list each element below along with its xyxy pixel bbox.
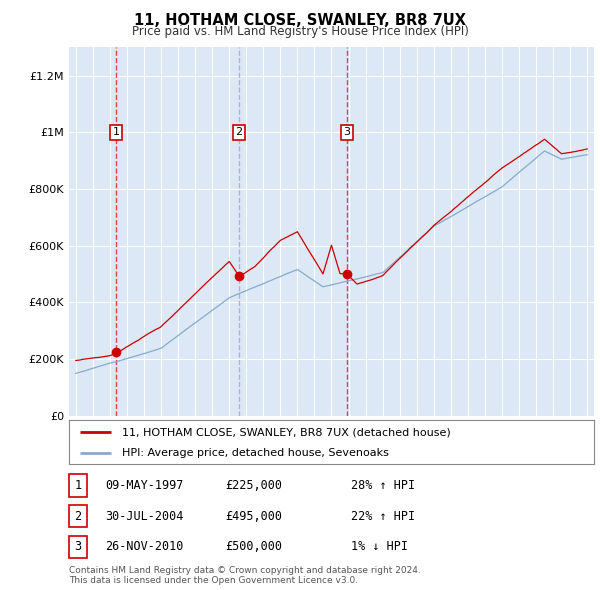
Text: 30-JUL-2004: 30-JUL-2004 [105, 510, 184, 523]
Text: 3: 3 [74, 540, 82, 553]
Text: HPI: Average price, detached house, Sevenoaks: HPI: Average price, detached house, Seve… [121, 448, 388, 458]
Text: 2: 2 [236, 127, 242, 137]
Text: Price paid vs. HM Land Registry's House Price Index (HPI): Price paid vs. HM Land Registry's House … [131, 25, 469, 38]
Text: 11, HOTHAM CLOSE, SWANLEY, BR8 7UX (detached house): 11, HOTHAM CLOSE, SWANLEY, BR8 7UX (deta… [121, 428, 450, 437]
Text: £495,000: £495,000 [225, 510, 282, 523]
Text: £500,000: £500,000 [225, 540, 282, 553]
Text: 2: 2 [74, 510, 82, 523]
Text: 1: 1 [113, 127, 119, 137]
Text: 1: 1 [74, 479, 82, 492]
Text: 3: 3 [344, 127, 350, 137]
Text: £225,000: £225,000 [225, 479, 282, 492]
Text: 11, HOTHAM CLOSE, SWANLEY, BR8 7UX: 11, HOTHAM CLOSE, SWANLEY, BR8 7UX [134, 13, 466, 28]
Text: 22% ↑ HPI: 22% ↑ HPI [351, 510, 415, 523]
Text: 28% ↑ HPI: 28% ↑ HPI [351, 479, 415, 492]
Text: Contains HM Land Registry data © Crown copyright and database right 2024.
This d: Contains HM Land Registry data © Crown c… [69, 566, 421, 585]
Text: 09-MAY-1997: 09-MAY-1997 [105, 479, 184, 492]
Text: 1% ↓ HPI: 1% ↓ HPI [351, 540, 408, 553]
Text: 26-NOV-2010: 26-NOV-2010 [105, 540, 184, 553]
